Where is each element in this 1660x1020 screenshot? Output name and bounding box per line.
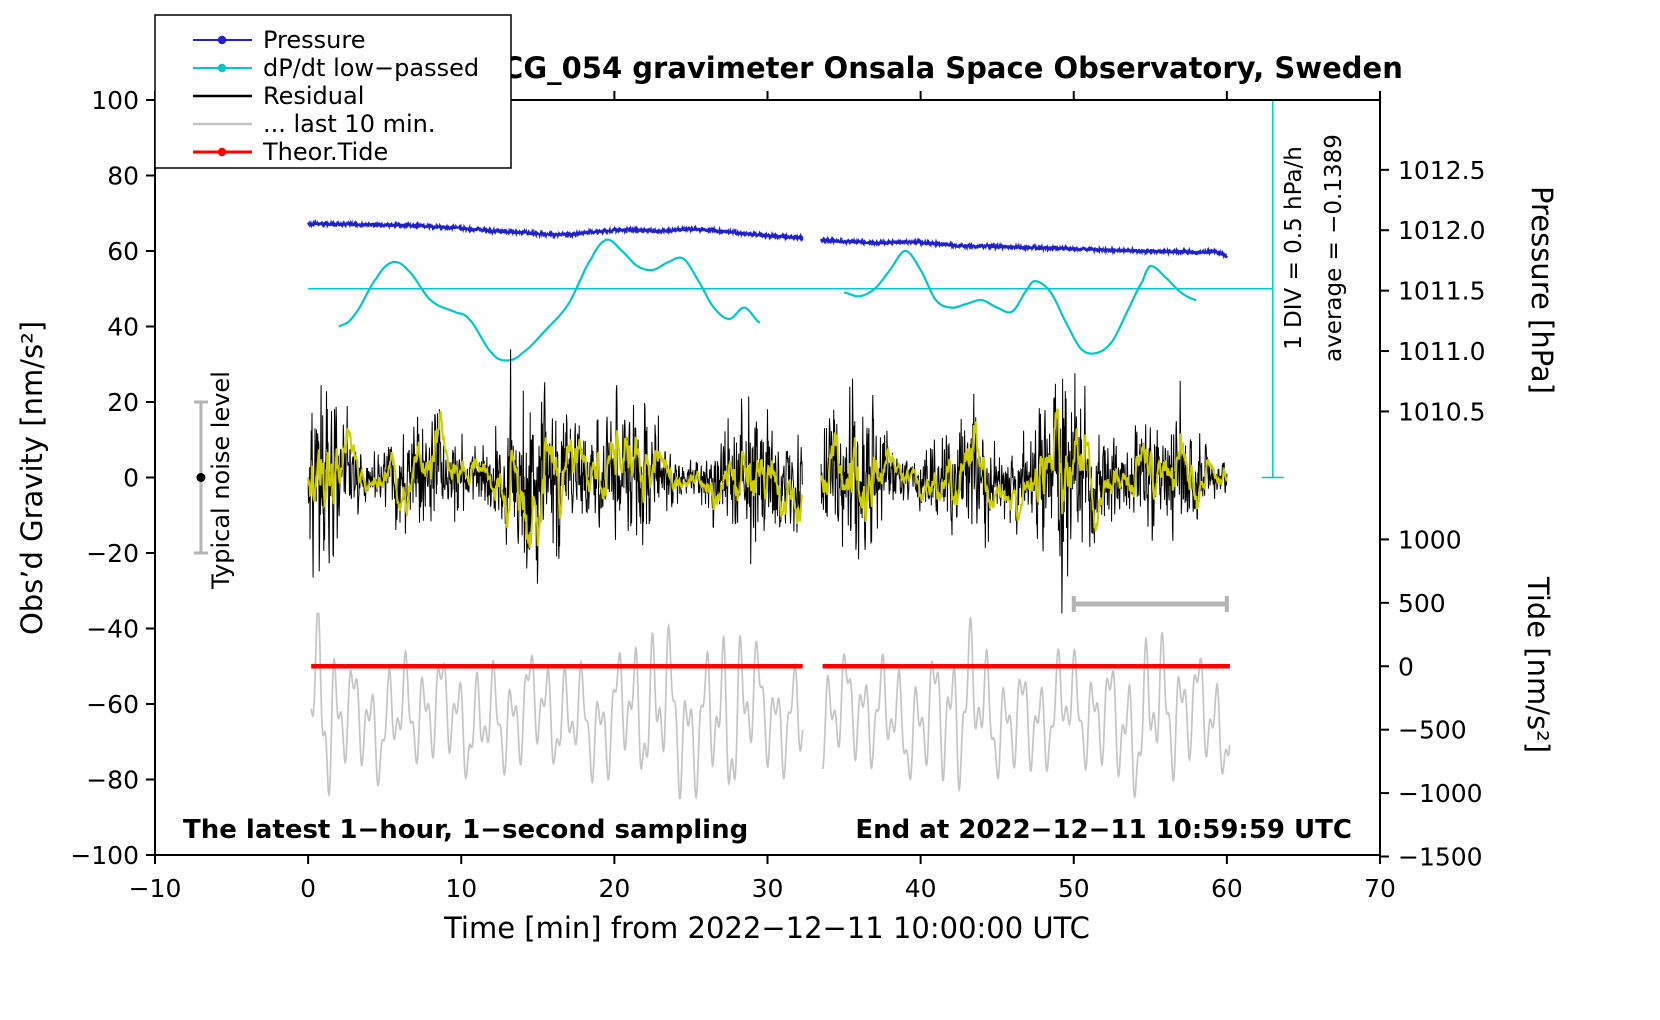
x-tick-label: 60 (1211, 874, 1243, 903)
y-pressure-tick-label: 1010.5 (1398, 397, 1485, 426)
y-tide-tick-label: −1000 (1398, 779, 1483, 808)
noise-level-dot (196, 473, 206, 482)
dpdt-marker (217, 63, 227, 73)
y-left-tick-label: 100 (91, 86, 139, 115)
legend-label: Residual (263, 82, 364, 110)
residual-lowpass-trace (820, 408, 1228, 532)
legend-label: Pressure (263, 26, 365, 54)
x-tick-label: 20 (598, 874, 630, 903)
x-tick-label: 70 (1364, 874, 1396, 903)
last10min-trace (821, 615, 1231, 800)
pressure-trace (307, 218, 804, 242)
x-tick-label: 40 (905, 874, 937, 903)
dpdt-curve (338, 238, 761, 362)
y-tide-tick-label: 0 (1398, 652, 1414, 681)
pressure-marker (217, 35, 227, 45)
sampling-note: The latest 1−hour, 1−second sampling (183, 815, 748, 845)
theor-tide-marker (217, 147, 227, 157)
dpdt-curve (843, 249, 1197, 355)
y-tide-tick-label: 1000 (1398, 525, 1462, 554)
legend-item-pressure: Pressure (193, 26, 365, 54)
plot-frame: −10 0 10 20 30 40 50 60 70−100−80−60−40−20020406… (70, 86, 1485, 903)
x-axis-label: Time [min] from 2022−12−11 10:00:00 UTC (443, 911, 1090, 945)
x-tick-label: 30 (752, 874, 784, 903)
last10min-trace (310, 612, 804, 800)
end-time-note: End at 2022−12−11 10:59:59 UTC (855, 815, 1352, 845)
residual-lowpass-trace (307, 411, 803, 548)
legend-label: dP/dt low−passed (263, 54, 479, 82)
y-pressure-tick-label: 1012.5 (1398, 156, 1485, 185)
y-pressure-tick-label: 1011.0 (1398, 337, 1485, 366)
legend-label: Theor.Tide (262, 138, 388, 166)
y-left-axis-label: Obs’d Gravity [nm/s²] (15, 321, 49, 635)
chart-title: SCG_054 gravimeter Onsala Space Observat… (481, 51, 1403, 85)
y-pressure-tick-label: 1012.0 (1398, 216, 1485, 245)
noise-level-label: Typical noise level (207, 371, 235, 590)
y-left-tick-label: −60 (86, 690, 139, 719)
x-tick-label: −10 (129, 874, 182, 903)
legend-item-residual: Residual (193, 82, 364, 110)
legend-item-last10min: ... last 10 min. (193, 110, 436, 138)
y-tide-tick-label: −1500 (1398, 843, 1483, 872)
y-tide-axis-label: Tide [nm/s²] (1521, 576, 1555, 753)
legend-label: ... last 10 min. (263, 110, 436, 138)
y-left-tick-label: 40 (107, 313, 139, 342)
y-pressure-axis-label: Pressure [hPa] (1525, 186, 1559, 394)
y-tide-tick-label: 500 (1398, 589, 1446, 618)
x-tick-label: 10 (445, 874, 477, 903)
y-left-tick-label: −100 (70, 841, 139, 870)
y-pressure-tick-label: 1011.5 (1398, 277, 1485, 306)
annotations-layer (193, 400, 1229, 612)
y-left-tick-label: 20 (107, 388, 139, 417)
y-left-tick-label: 80 (107, 162, 139, 191)
y-left-tick-label: −40 (86, 615, 139, 644)
legend-item-theor-tide: Theor.Tide (193, 138, 388, 166)
div-scale-label: 1 DIV = 0.5 hPa/h (1281, 146, 1307, 350)
legend-item-dpdt: dP/dt low−passed (193, 54, 479, 82)
y-left-tick-label: −20 (86, 539, 139, 568)
average-label: average = −0.1389 (1321, 134, 1347, 362)
y-tide-tick-label: −500 (1398, 716, 1467, 745)
y-left-tick-label: 60 (107, 237, 139, 266)
y-left-tick-label: −80 (86, 766, 139, 795)
y-left-tick-label: 0 (123, 464, 139, 493)
legend: Pressure dP/dt low−passed Residual ... l… (154, 14, 512, 169)
x-tick-label: 0 (300, 874, 316, 903)
x-tick-label: 50 (1058, 874, 1090, 903)
pressure-trace (820, 235, 1228, 260)
series-layer (307, 99, 1284, 800)
